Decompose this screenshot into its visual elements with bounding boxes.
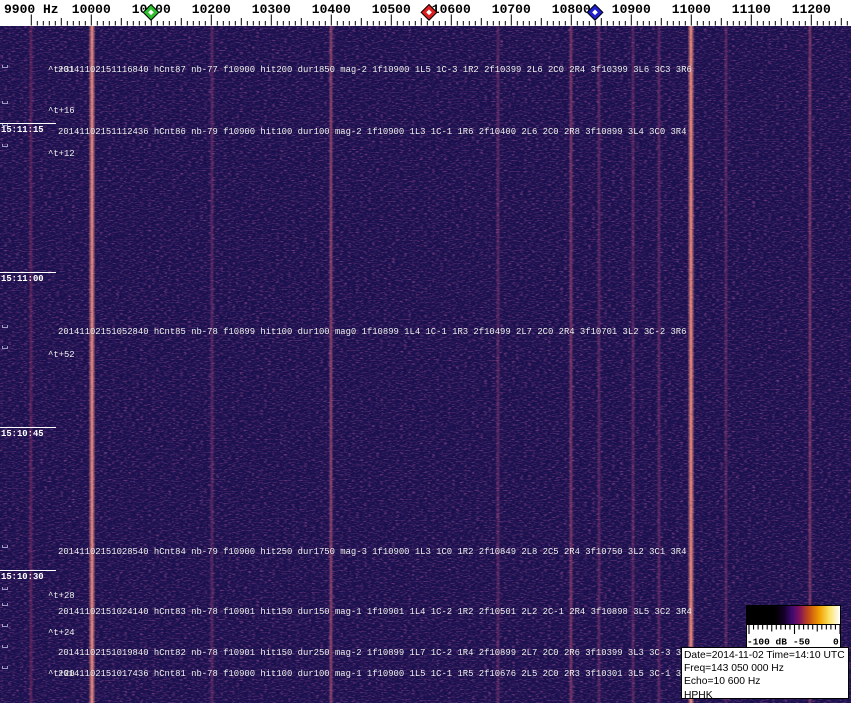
svg-text:10700: 10700 (492, 2, 531, 17)
svg-text:10600: 10600 (432, 2, 471, 17)
svg-text:10800: 10800 (552, 2, 591, 17)
svg-text:10500: 10500 (372, 2, 411, 17)
svg-text:11200: 11200 (792, 2, 831, 17)
svg-text:9900 Hz: 9900 Hz (4, 2, 59, 17)
svg-text:10900: 10900 (612, 2, 651, 17)
svg-text:10300: 10300 (252, 2, 291, 17)
svg-text:10400: 10400 (312, 2, 351, 17)
svg-text:0: 0 (833, 637, 839, 648)
svg-text:-50: -50 (793, 637, 810, 648)
svg-text:11100: 11100 (732, 2, 771, 17)
svg-text:10200: 10200 (192, 2, 231, 17)
svg-text:10000: 10000 (72, 2, 111, 17)
svg-text:11000: 11000 (672, 2, 711, 17)
svg-text:-100 dB: -100 dB (747, 637, 787, 648)
